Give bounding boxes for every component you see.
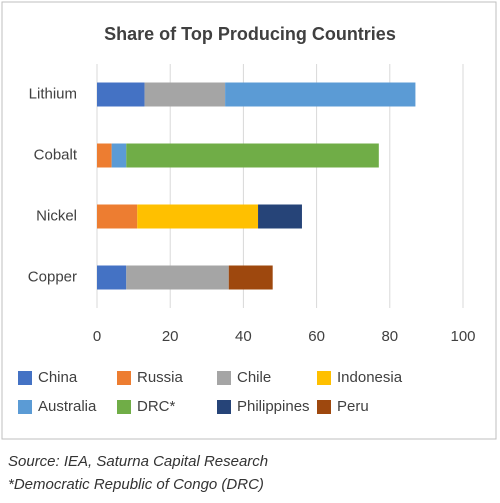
x-tick-label: 20 (162, 328, 179, 345)
bar-segment (126, 265, 229, 290)
x-tick-label: 80 (381, 328, 398, 345)
x-tick-label: 100 (450, 328, 475, 345)
y-tick-label: Copper (28, 268, 77, 285)
bar-segment (97, 265, 127, 290)
legend-label: DRC* (137, 398, 175, 415)
legend-swatch (217, 371, 231, 385)
x-tick-label: 0 (93, 328, 101, 345)
legend-swatch (18, 400, 32, 414)
legend-label: Peru (337, 398, 369, 415)
bar-segment (97, 204, 138, 229)
footnote: *Democratic Republic of Congo (DRC) (8, 476, 264, 493)
x-tick-label: 40 (235, 328, 252, 345)
legend-label: Chile (237, 369, 271, 386)
chart-border (1, 1, 497, 440)
bar-segment (97, 143, 112, 168)
chart-title: Share of Top Producing Countries (104, 24, 396, 44)
legend-swatch (317, 371, 331, 385)
legend-swatch (18, 371, 32, 385)
bar-segment (144, 82, 226, 107)
legend-label: Indonesia (337, 369, 403, 386)
legend-swatch (117, 400, 131, 414)
legend-swatch (317, 400, 331, 414)
bar-segment (228, 265, 273, 290)
y-tick-label: Nickel (36, 207, 77, 224)
legend-label: Australia (38, 398, 97, 415)
bar-segment (258, 204, 302, 229)
x-tick-label: 60 (308, 328, 325, 345)
y-tick-label: Lithium (29, 85, 77, 102)
bar-segment (137, 204, 259, 229)
legend-label: Philippines (237, 398, 310, 415)
bar-segment (225, 82, 416, 107)
legend-label: Russia (137, 369, 184, 386)
bar-segment (126, 143, 379, 168)
bar-segment (97, 82, 145, 107)
legend-label: China (38, 369, 78, 386)
y-tick-label: Cobalt (34, 146, 78, 163)
legend-swatch (117, 371, 131, 385)
source-note: Source: IEA, Saturna Capital Research (8, 453, 268, 470)
legend-swatch (217, 400, 231, 414)
bar-segment (111, 143, 127, 168)
